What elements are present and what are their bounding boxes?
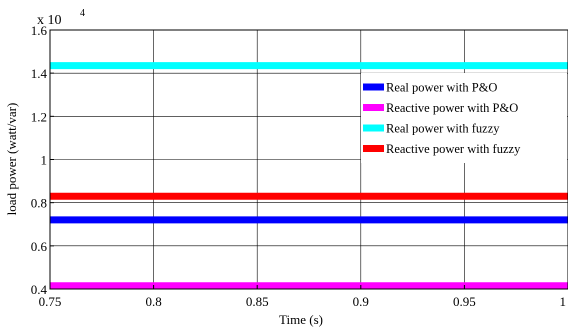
x-axis-label: Time (s)	[279, 312, 323, 327]
y-tick-label: 0.8	[31, 196, 47, 211]
axis-ticks: 0.75 0.8 0.85 0.9 0.95 1 0.4 0.6 0.8 1 1.2 1.4 1.6	[31, 23, 568, 309]
series-lines	[50, 62, 568, 290]
legend-label: Real power with fuzzy	[386, 122, 500, 136]
legend-label: Real power with P&O	[386, 81, 497, 95]
x-tick-label: 1	[560, 294, 567, 309]
x-tick-label: 0.9	[353, 294, 369, 309]
legend-box	[361, 73, 567, 163]
y-tick-label: 0.6	[31, 239, 48, 254]
y-tick-label: 1	[41, 153, 48, 168]
x-tick-label: 0.8	[145, 294, 161, 309]
legend: Real power with P&O Reactive power with P…	[361, 73, 567, 163]
y-exponent-label: 4	[80, 8, 85, 19]
y-tick-label: 1.4	[31, 66, 48, 81]
y-tick-label: 1.6	[31, 23, 48, 38]
legend-label: Reactive power with fuzzy	[386, 142, 521, 156]
y-tick-label: 0.4	[31, 282, 48, 297]
legend-label: Reactive power with P&O	[386, 101, 518, 115]
x-tick-label: 0.75	[39, 294, 62, 309]
x-tick-label: 0.85	[246, 294, 269, 309]
y-tick-label: 1.2	[31, 109, 47, 124]
y-multiplier-label: x 10	[37, 13, 62, 28]
x-tick-label: 0.95	[453, 294, 476, 309]
y-axis-label: load power (watt/var)	[4, 103, 19, 216]
